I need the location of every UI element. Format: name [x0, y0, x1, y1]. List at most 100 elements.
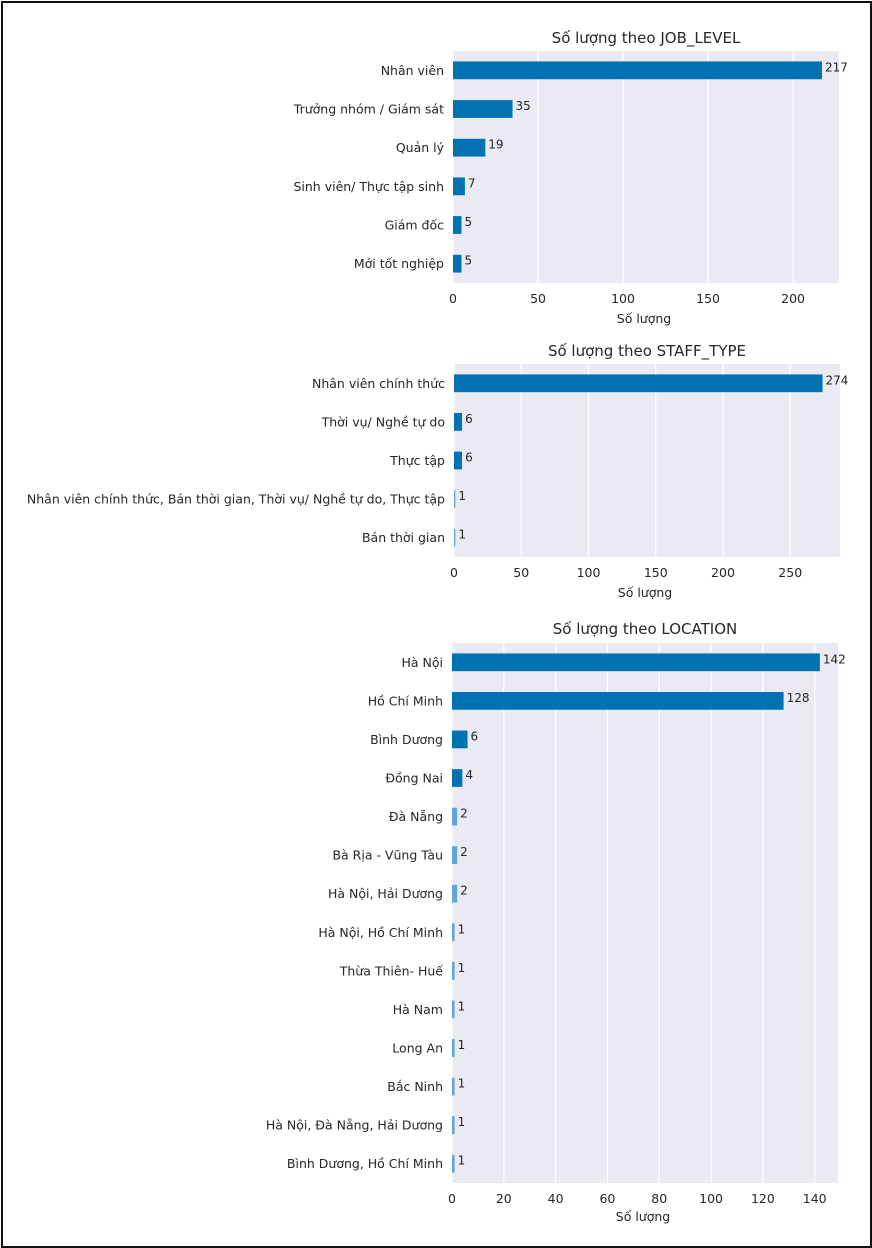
y-category-label: Bình Dương, Hồ Chí Minh [287, 1156, 443, 1171]
bar-value-label: 6 [471, 729, 479, 743]
y-category-label: Đà Nẵng [389, 809, 443, 824]
bar-value-label: 2 [460, 845, 468, 859]
x-axis-label: Số lượng [616, 1209, 670, 1224]
x-tick-label: 0 [448, 1191, 456, 1206]
y-category-label: Hồ Chí Minh [368, 693, 443, 708]
bar [452, 653, 820, 672]
chart-title: Số lượng theo STAFF_TYPE [548, 342, 746, 361]
x-tick-label: 0 [449, 291, 457, 306]
bar-value-label: 1 [458, 1115, 466, 1129]
x-tick-label: 150 [696, 291, 720, 306]
y-category-label: Sinh viên/ Thực tập sinh [293, 179, 444, 194]
x-tick-label: 50 [530, 291, 546, 306]
bar-value-label: 1 [458, 922, 466, 936]
plot-area [452, 643, 838, 1183]
x-axis-label: Số lượng [618, 585, 672, 600]
chart-title: Số lượng theo JOB_LEVEL [552, 29, 741, 48]
y-category-label: Hà Nam [393, 1002, 443, 1017]
bar-value-label: 35 [516, 99, 531, 113]
bar [452, 1077, 455, 1096]
y-category-label: Đồng Nai [385, 771, 443, 786]
bar [452, 691, 784, 710]
y-category-label: Thời vụ/ Nghề tự do [321, 414, 445, 429]
x-tick-label: 200 [711, 565, 735, 580]
bar-value-label: 1 [458, 1154, 466, 1168]
bar-value-label: 19 [488, 138, 503, 152]
y-category-label: Hà Nội, Hồ Chí Minh [318, 925, 443, 940]
bar [452, 1000, 455, 1019]
y-category-label: Quản lý [396, 140, 445, 155]
plot-area [454, 364, 840, 557]
bar-value-label: 2 [460, 807, 468, 821]
bar [452, 769, 463, 787]
bar [454, 413, 463, 431]
bar-value-label: 1 [458, 528, 466, 542]
x-tick-label: 200 [781, 291, 805, 306]
y-category-label: Nhân viên chính thức [312, 376, 445, 391]
y-category-label: Thừa Thiên- Huế [339, 963, 444, 978]
y-category-label: Giám đốc [385, 218, 445, 233]
bar [453, 100, 513, 118]
y-category-label: Thực tập [389, 453, 445, 468]
bar [453, 138, 486, 157]
x-tick-label: 0 [450, 565, 458, 580]
bar [452, 1154, 455, 1173]
bar-value-label: 6 [465, 412, 473, 426]
bar-value-label: 5 [465, 215, 473, 229]
y-category-label: Bán thời gian [362, 530, 445, 545]
x-tick-label: 40 [548, 1191, 564, 1206]
bar-value-label: 1 [458, 999, 466, 1013]
y-category-label: Hà Nội, Đà Nẵng, Hải Dương [266, 1118, 443, 1133]
bar-value-label: 6 [465, 451, 473, 465]
x-tick-label: 150 [644, 565, 668, 580]
bar [452, 923, 455, 942]
bar [452, 846, 458, 865]
bar-value-label: 142 [823, 652, 846, 666]
x-tick-label: 100 [577, 565, 601, 580]
bar-value-label: 7 [468, 176, 476, 190]
bar [454, 374, 823, 393]
x-tick-label: 100 [611, 291, 635, 306]
bar [453, 216, 462, 234]
bar [452, 1116, 455, 1135]
bar [452, 1039, 455, 1057]
y-category-label: Mới tốt nghiệp [354, 256, 444, 271]
bar [454, 490, 456, 508]
y-category-label: Hà Nội, Hải Dương [328, 886, 443, 901]
y-category-label: Trưởng nhóm / Giám sát [293, 102, 444, 117]
chart-title: Số lượng theo LOCATION [553, 620, 738, 638]
y-category-label: Nhân viên chính thức, Bán thời gian, Thờ… [27, 492, 445, 507]
bar [452, 730, 468, 749]
bar [453, 177, 465, 196]
y-category-label: Long An [392, 1041, 443, 1056]
x-tick-label: 100 [699, 1191, 723, 1206]
bar [452, 807, 458, 826]
bar-value-label: 1 [458, 961, 466, 975]
x-tick-label: 50 [513, 565, 529, 580]
y-category-label: Nhân viên [381, 63, 444, 78]
bar-value-label: 2 [460, 884, 468, 898]
x-tick-label: 20 [496, 1191, 512, 1206]
bar-value-label: 1 [458, 1077, 466, 1091]
bar [454, 451, 463, 470]
bar [454, 528, 456, 547]
bar-value-label: 217 [825, 60, 848, 74]
x-tick-label: 80 [651, 1191, 667, 1206]
bar-value-label: 274 [826, 373, 849, 387]
bar-value-label: 1 [458, 489, 466, 503]
x-tick-label: 140 [803, 1191, 827, 1206]
bar-value-label: 128 [787, 691, 810, 705]
x-tick-label: 120 [751, 1191, 775, 1206]
y-category-label: Bắc Ninh [387, 1079, 443, 1094]
y-category-label: Hà Nội [401, 655, 443, 670]
plot-area [453, 51, 839, 283]
bar-value-label: 4 [465, 768, 473, 782]
bar [453, 254, 462, 273]
y-category-label: Bà Rịa - Vũng Tàu [332, 848, 443, 863]
bar-value-label: 1 [458, 1038, 466, 1052]
y-category-label: Bình Dương [370, 732, 443, 747]
x-tick-label: 250 [778, 565, 802, 580]
x-axis-label: Số lượng [617, 311, 671, 326]
